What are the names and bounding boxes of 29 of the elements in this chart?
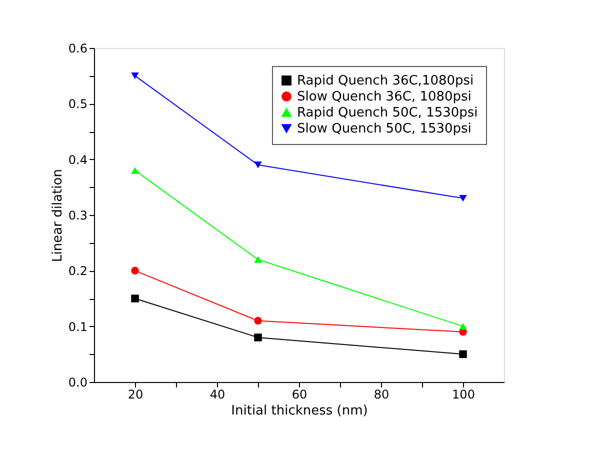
x-tick-label: 60 [292,388,308,402]
y-tick-label: 0.3 [68,208,88,222]
point [254,256,262,263]
x-tick-label: 20 [128,388,144,402]
point [254,162,262,168]
y-tick-label: 0.6 [68,42,88,56]
point [131,167,139,174]
x-tick-label: 80 [374,388,390,402]
legend-label: Rapid Quench 50C, 1530psi [297,106,478,120]
point [254,316,262,325]
x-tick-label: 40 [210,388,226,402]
point [254,334,262,342]
point [459,350,467,358]
y-tick-label: 0.2 [68,264,88,278]
legend-label: Rapid Quench 36C,1080psi [297,74,474,88]
point [459,322,467,330]
legend-label: Slow Quench 36C, 1080psi [297,90,472,104]
point [131,266,139,275]
x-axis-title: Initial thickness (nm) [231,404,368,418]
point [131,294,139,302]
y-tick-label: 0.1 [68,320,88,334]
y-axis-title: Linear dilation [50,169,66,262]
x-tick-label: 100 [452,388,475,402]
y-tick-label: 0.0 [68,376,88,390]
y-tick-label: 0.4 [68,152,88,167]
point [459,194,467,202]
point [131,72,139,80]
legend-label: Slow Quench 50C, 1530psi [297,122,472,136]
y-tick-label: 0.5 [68,97,88,112]
